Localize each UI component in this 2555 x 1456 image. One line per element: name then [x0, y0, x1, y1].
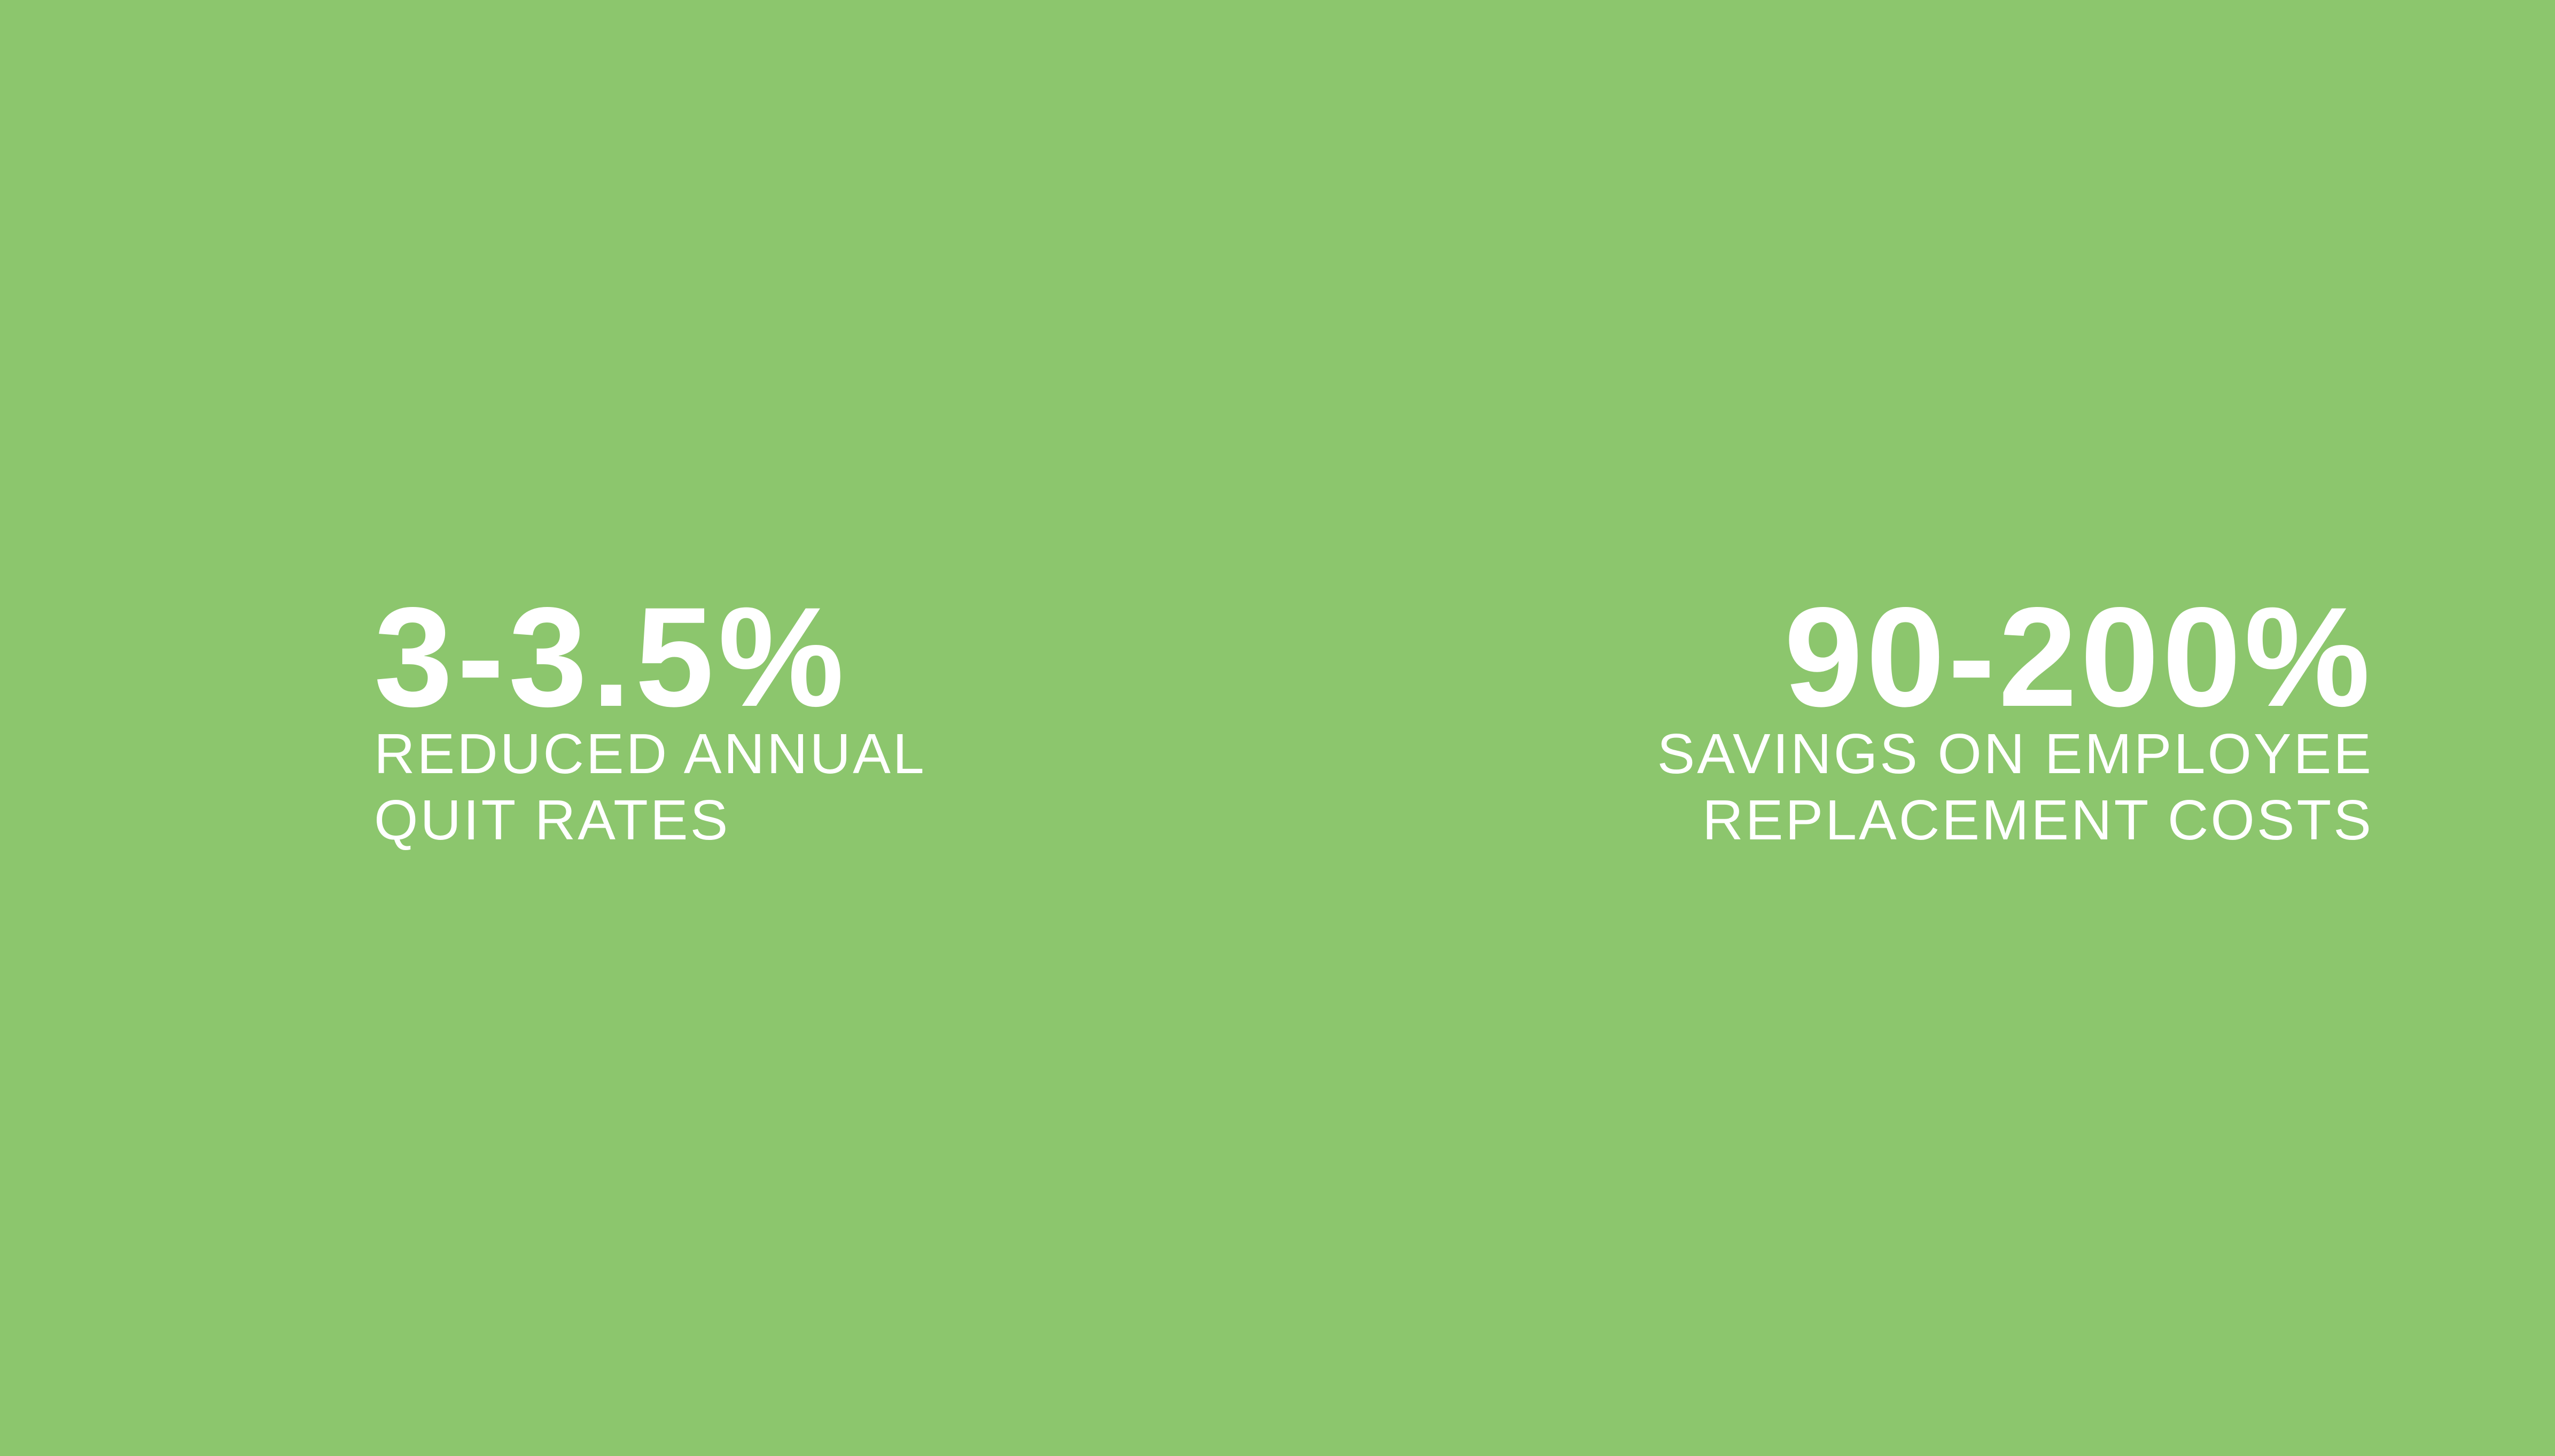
stat-label-line: SAVINGS ON EMPLOYEE — [1657, 722, 2373, 785]
stat-label-quit-rates: REDUCED ANNUAL QUIT RATES — [374, 721, 926, 853]
stat-block-quit-rates: 3-3.5% REDUCED ANNUAL QUIT RATES — [374, 587, 926, 853]
stat-label-line: REDUCED ANNUAL — [374, 722, 926, 785]
stat-value-replacement-costs: 90-200% — [1784, 578, 2373, 736]
stat-label-replacement-costs: SAVINGS ON EMPLOYEE REPLACEMENT COSTS — [1657, 721, 2374, 853]
stat-label-line: QUIT RATES — [374, 789, 730, 852]
stat-block-replacement-costs: 90-200% SAVINGS ON EMPLOYEE REPLACEMENT … — [1657, 587, 2374, 853]
stat-label-line: REPLACEMENT COSTS — [1702, 789, 2373, 852]
stat-value-quit-rates: 3-3.5% — [374, 578, 848, 736]
